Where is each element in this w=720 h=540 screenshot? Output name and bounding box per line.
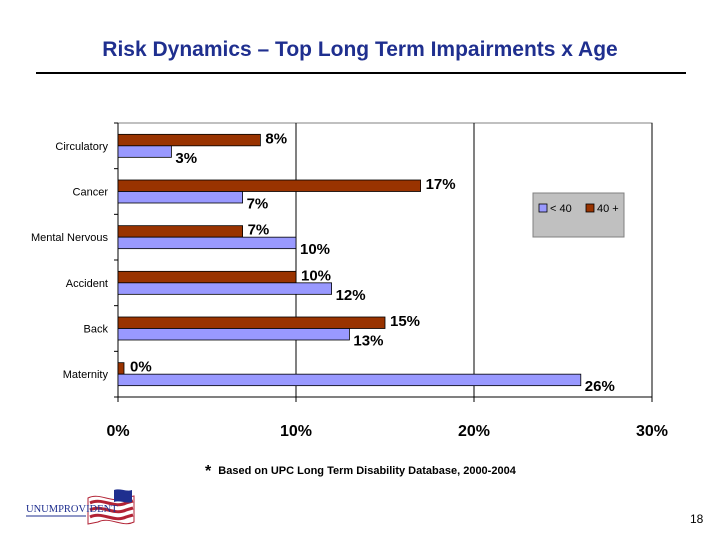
bar-under-40 [117, 373, 582, 387]
legend-swatch [585, 203, 595, 213]
category-label: Cancer [73, 187, 109, 199]
x-tick-label: 20% [458, 423, 490, 440]
bar-40-plus [117, 225, 243, 238]
bar-under-40 [117, 191, 243, 204]
american-flag-icon [87, 489, 135, 525]
data-label-under-40: 7% [247, 196, 269, 213]
category-label: Circulatory [55, 141, 108, 153]
data-label-under-40: 13% [353, 333, 383, 350]
data-label-under-40: 10% [300, 241, 330, 258]
category-label: Mental Nervous [31, 232, 109, 244]
bar-under-40 [117, 236, 297, 250]
impairments-bar-chart: 0% 10% 20% 30% Circulatory 8% 3% Cancer 17% 7% Men… [31, 122, 668, 440]
data-label-40-plus: 17% [426, 176, 456, 193]
data-label-under-40: 3% [175, 150, 197, 167]
page-number: 18 [690, 512, 704, 526]
bar-40-plus [117, 362, 125, 375]
unumprovident-logo: UNUMPROVIDENT [26, 489, 135, 525]
slide-title: Risk Dynamics – Top Long Term Impairment… [102, 38, 618, 61]
x-tick-label: 30% [636, 423, 668, 440]
bar-under-40 [117, 145, 172, 158]
data-label-40-plus: 8% [265, 130, 287, 147]
bar-40-plus [117, 133, 261, 147]
legend-box [532, 192, 625, 238]
x-tick-label: 0% [106, 423, 129, 440]
bar-under-40 [117, 282, 333, 295]
data-label-40-plus: 0% [130, 359, 152, 376]
legend-label: < 40 [550, 203, 572, 215]
data-label-40-plus: 7% [248, 222, 270, 239]
footnote: * Based on UPC Long Term Disability Data… [205, 463, 516, 481]
data-label-40-plus: 10% [301, 267, 331, 284]
x-tick-label: 10% [280, 423, 312, 440]
category-label: Accident [66, 278, 108, 290]
bar-under-40 [117, 328, 350, 341]
data-label-under-40: 26% [585, 378, 615, 395]
category-label: Maternity [63, 369, 109, 381]
title-divider [36, 72, 686, 74]
footnote-text: Based on UPC Long Term Disability Databa… [218, 465, 516, 477]
footnote-mark: * [205, 463, 212, 480]
logo-wordmark: UNUMPROVIDENT [26, 504, 118, 515]
bar-40-plus [117, 316, 386, 329]
category-label: Back [84, 324, 109, 336]
data-label-under-40: 12% [336, 287, 366, 304]
legend-swatch [538, 203, 548, 213]
bar-40-plus [117, 270, 297, 284]
data-label-40-plus: 15% [390, 313, 420, 330]
plot-area [117, 122, 653, 398]
legend-label: 40 + [597, 203, 619, 215]
bar-40-plus [117, 179, 422, 192]
